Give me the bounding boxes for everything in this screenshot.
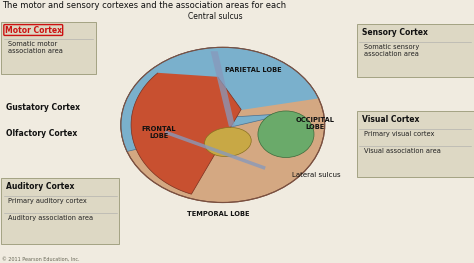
Text: Olfactory Cortex: Olfactory Cortex [6, 129, 77, 138]
Text: Primary auditory cortex: Primary auditory cortex [8, 198, 87, 204]
Text: Lateral sulcus: Lateral sulcus [292, 172, 340, 178]
Polygon shape [210, 51, 235, 127]
Text: Auditory Cortex: Auditory Cortex [6, 182, 74, 191]
Text: TEMPORAL LOBE: TEMPORAL LOBE [187, 211, 249, 217]
Text: OCCIPITAL
LOBE: OCCIPITAL LOBE [296, 117, 335, 130]
FancyBboxPatch shape [1, 22, 96, 74]
Text: Visual association area: Visual association area [364, 148, 440, 154]
Text: FRONTAL
LOBE: FRONTAL LOBE [141, 126, 176, 139]
Ellipse shape [204, 128, 251, 156]
Text: Visual Cortex: Visual Cortex [362, 115, 419, 124]
Ellipse shape [258, 111, 314, 158]
Text: Somatic motor
association area: Somatic motor association area [8, 41, 63, 54]
Text: Auditory association area: Auditory association area [8, 215, 93, 221]
Text: The motor and sensory cortexes and the association areas for each: The motor and sensory cortexes and the a… [2, 1, 286, 10]
Text: © 2011 Pearson Education, Inc.: © 2011 Pearson Education, Inc. [2, 257, 80, 262]
PathPatch shape [121, 47, 319, 151]
PathPatch shape [131, 73, 241, 194]
Text: Gustatory Cortex: Gustatory Cortex [6, 103, 80, 112]
Text: Sensory Cortex: Sensory Cortex [362, 28, 428, 37]
Text: PARIETAL LOBE: PARIETAL LOBE [225, 67, 282, 73]
FancyBboxPatch shape [1, 178, 119, 244]
Ellipse shape [121, 47, 325, 203]
FancyBboxPatch shape [357, 24, 474, 77]
Text: Somatic sensory
association area: Somatic sensory association area [364, 44, 419, 57]
Text: Central sulcus: Central sulcus [188, 12, 243, 21]
Text: Primary visual cortex: Primary visual cortex [364, 131, 434, 137]
FancyBboxPatch shape [357, 111, 474, 177]
Text: Motor Cortex: Motor Cortex [5, 26, 62, 34]
